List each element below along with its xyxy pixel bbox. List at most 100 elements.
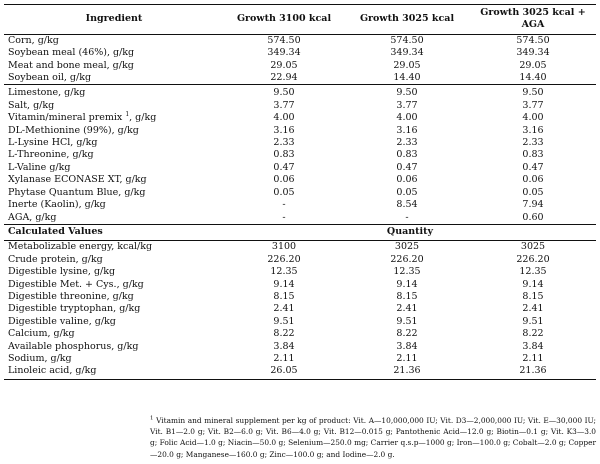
cell-value: 9.51	[273, 315, 295, 327]
cell-value: 9.14	[273, 278, 295, 290]
table-row: Salt, g/kg 3.77 3.77 3.77	[4, 100, 596, 112]
cell-value: -	[282, 211, 286, 223]
row-label: Corn, g/kg	[8, 34, 59, 46]
cell-value: 0.47	[273, 161, 295, 173]
cell-value: 3.77	[522, 99, 544, 111]
cell-value: 0.05	[396, 186, 418, 198]
row-label: L-Valine g/kg	[8, 161, 71, 173]
cell-value: 2.33	[396, 137, 418, 149]
cell-value: 0.60	[522, 211, 544, 223]
cell-value: 226.20	[390, 253, 424, 265]
cell-value: 14.40	[393, 72, 421, 84]
cell-value: 0.06	[396, 174, 418, 186]
quantity-label: Quantity	[224, 223, 596, 242]
cell-value: 0.83	[396, 149, 418, 161]
table-row: Digestible Met. + Cys., g/kg 9.14 9.14 9.14	[4, 279, 596, 291]
cell-value: 0.47	[522, 161, 544, 173]
cell-value: 3.84	[273, 340, 295, 352]
cell-value: 2.11	[396, 352, 418, 364]
calc-header-row: Calculated Values Quantity	[4, 223, 596, 242]
header-growth-3025: Growth 3025 kcal	[344, 4, 470, 35]
cell-value: 2.33	[522, 137, 544, 149]
cell-value: -	[282, 199, 286, 211]
cell-value: 3.16	[396, 124, 418, 136]
table-row: Soybean meal (46%), g/kg 349.34 349.34 349.…	[4, 47, 596, 59]
cell-value: 8.15	[522, 290, 544, 302]
cell-value: 3025	[520, 241, 546, 253]
cell-value: 29.05	[519, 59, 547, 71]
cell-value: 9.51	[522, 315, 544, 327]
cell-value: 12.35	[519, 266, 547, 278]
cell-value: 9.51	[396, 315, 418, 327]
cell-value: 8.22	[522, 328, 544, 340]
cell-value: 8.15	[273, 290, 295, 302]
cell-value: 12.35	[270, 266, 298, 278]
cell-value: 2.41	[273, 303, 295, 315]
cell-value: 29.05	[270, 59, 298, 71]
header-growth-3025-aga: Growth 3025 kcal + AGA	[470, 4, 596, 35]
cell-value: 0.83	[522, 149, 544, 161]
row-label: AGA, g/kg	[8, 211, 57, 223]
cell-value: 21.36	[344, 365, 470, 380]
diet-composition-table: Ingredient Growth 3100 kcal Growth 3025 …	[4, 4, 596, 380]
cell-value: 3.77	[273, 99, 295, 111]
cell-value: 22.94	[270, 72, 298, 84]
row-label: L-Threonine, g/kg	[8, 149, 94, 161]
table-row: Digestible threonine, g/kg 8.15 8.15 8.15	[4, 291, 596, 303]
cell-value: 14.40	[519, 72, 547, 84]
row-label: Limestone, g/kg	[4, 84, 224, 100]
premix-unit: , g/kg	[129, 112, 157, 124]
table-row: Soybean oil, g/kg 22.94 14.40 14.40	[4, 72, 596, 85]
cell-value: 226.20	[267, 253, 301, 265]
cell-value: 9.50	[470, 84, 596, 100]
row-label: Crude protein, g/kg	[8, 253, 103, 265]
cell-value: 8.22	[273, 328, 295, 340]
cell-value: 26.05	[224, 365, 344, 380]
table-row: DL-Methionine (99%), g/kg 3.16 3.16 3.16	[4, 125, 596, 137]
row-label: Xylanase ECONASE XT, g/kg	[8, 174, 147, 186]
row-label: Meat and bone meal, g/kg	[8, 59, 134, 71]
row-label: Soybean meal (46%), g/kg	[8, 47, 135, 59]
premix-footnote-mark: 1	[125, 111, 130, 119]
cell-value: 349.34	[516, 47, 550, 59]
cell-value: 8.54	[396, 199, 418, 211]
cell-value: 3.77	[396, 99, 418, 111]
calculated-values-header: Calculated Values Quantity	[4, 223, 596, 242]
cell-value: 0.05	[273, 186, 295, 198]
row-label: Soybean oil, g/kg	[8, 72, 92, 84]
row-label: Inerte (Kaolin), g/kg	[8, 199, 106, 211]
row-label: Salt, g/kg	[8, 99, 55, 111]
row-label: Sodium, g/kg	[8, 352, 72, 364]
cell-value: 21.36	[470, 365, 596, 380]
row-label: Digestible tryptophan, g/kg	[8, 303, 141, 315]
table-row: L-Valine g/kg 0.47 0.47 0.47	[4, 162, 596, 174]
cell-value: 349.34	[390, 47, 424, 59]
cell-value: 3.16	[522, 124, 544, 136]
row-label: Vitamin/mineral premix 1, g/kg	[4, 112, 224, 124]
row-label: Linoleic acid, g/kg	[4, 365, 224, 380]
cell-value: 0.05	[522, 186, 544, 198]
cell-value: 0.83	[273, 149, 295, 161]
table-row: Available phosphorus, g/kg 3.84 3.84 3.84	[4, 341, 596, 353]
table-row: Metabolizable energy, kcal/kg 3100 3025 302…	[4, 241, 596, 254]
table-row: L-Lysine HCl, g/kg 2.33 2.33 2.33	[4, 137, 596, 149]
cell-value: 3.84	[522, 340, 544, 352]
cell-value: 7.94	[522, 199, 544, 211]
row-label: Metabolizable energy, kcal/kg	[8, 241, 153, 253]
cell-value: 8.15	[396, 290, 418, 302]
table-row: Digestible lysine, g/kg 12.35 12.35 12.35	[4, 266, 596, 278]
footnote-mark: 1	[150, 415, 154, 422]
row-label: Digestible threonine, g/kg	[8, 290, 134, 302]
table-row: Calcium, g/kg 8.22 8.22 8.22	[4, 328, 596, 340]
row-label: Digestible Met. + Cys., g/kg	[8, 278, 144, 290]
cell-value: 4.00	[273, 112, 295, 124]
cell-value: 0.06	[273, 174, 295, 186]
footnote-text: Vitamin and mineral supplement per kg of…	[150, 416, 596, 459]
table-row: Inerte (Kaolin), g/kg - 8.54 7.94	[4, 199, 596, 211]
cell-value: -	[405, 211, 409, 223]
cell-value: 0.47	[396, 161, 418, 173]
header-growth-3100: Growth 3100 kcal	[224, 4, 344, 35]
premix-label: Vitamin/mineral premix	[8, 112, 123, 124]
table-row: Phytase Quantum Blue, g/kg 0.05 0.05 0.05	[4, 187, 596, 199]
ingredient-group-2: Limestone, g/kg 9.50 9.50 9.50 Salt, g/kg 3.7…	[4, 84, 596, 224]
